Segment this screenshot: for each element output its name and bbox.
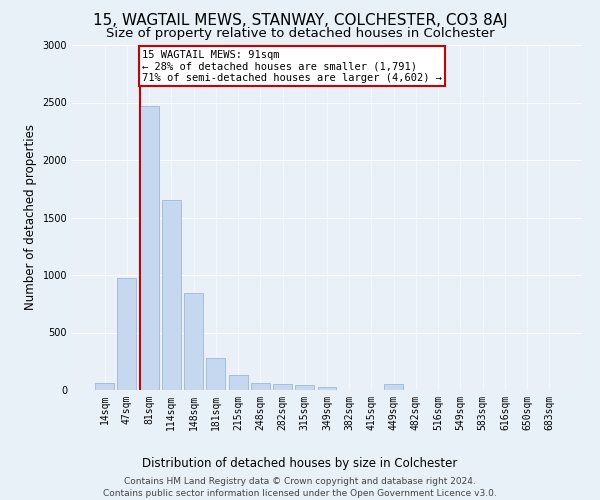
Text: 15 WAGTAIL MEWS: 91sqm
← 28% of detached houses are smaller (1,791)
71% of semi-: 15 WAGTAIL MEWS: 91sqm ← 28% of detached… bbox=[142, 50, 442, 83]
Bar bbox=[162, 200, 181, 390]
Bar bbox=[184, 294, 203, 390]
Bar bbox=[206, 358, 225, 390]
Bar bbox=[118, 278, 136, 390]
Text: Contains HM Land Registry data © Crown copyright and database right 2024.
Contai: Contains HM Land Registry data © Crown c… bbox=[103, 476, 497, 498]
Bar bbox=[273, 384, 292, 390]
Y-axis label: Number of detached properties: Number of detached properties bbox=[24, 124, 37, 310]
Bar bbox=[384, 384, 403, 390]
Bar bbox=[251, 383, 270, 390]
Text: Distribution of detached houses by size in Colchester: Distribution of detached houses by size … bbox=[142, 458, 458, 470]
Bar bbox=[229, 375, 248, 390]
Text: 15, WAGTAIL MEWS, STANWAY, COLCHESTER, CO3 8AJ: 15, WAGTAIL MEWS, STANWAY, COLCHESTER, C… bbox=[92, 12, 508, 28]
Bar bbox=[317, 386, 337, 390]
Text: Size of property relative to detached houses in Colchester: Size of property relative to detached ho… bbox=[106, 28, 494, 40]
Bar bbox=[295, 386, 314, 390]
Bar bbox=[140, 106, 158, 390]
Bar bbox=[95, 383, 114, 390]
